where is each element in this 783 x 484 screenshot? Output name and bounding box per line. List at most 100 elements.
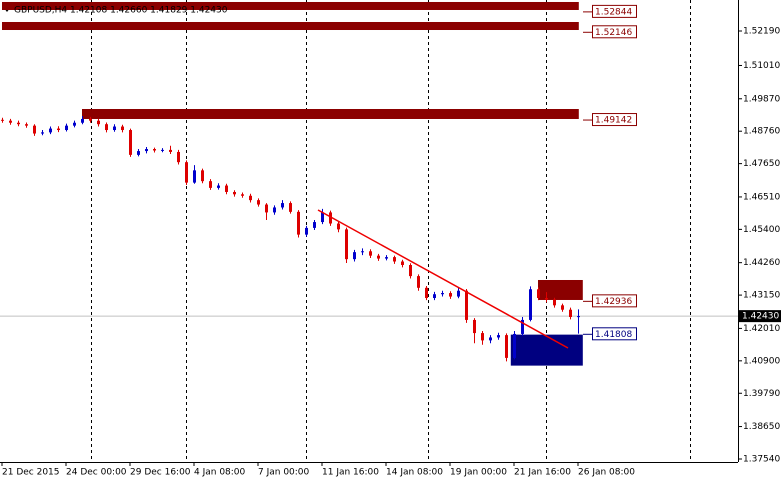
price-label-box <box>739 310 781 323</box>
candle-body <box>361 251 364 253</box>
level-label: 1.52844 <box>595 7 632 17</box>
candle-body <box>81 118 84 123</box>
candle-body <box>9 120 12 123</box>
candle-body <box>305 227 308 235</box>
candle-body <box>369 251 372 256</box>
level-label: 1.42936 <box>595 297 632 307</box>
candle-body <box>241 194 244 196</box>
level-label: 1.52146 <box>595 28 632 38</box>
level-label: 1.41808 <box>595 330 632 340</box>
y-tick-label: 1.43150 <box>743 291 780 301</box>
candle-body <box>337 223 340 230</box>
candle-body <box>249 195 252 201</box>
candle-body <box>145 149 148 152</box>
candle-body <box>49 128 52 133</box>
zone <box>2 21 579 31</box>
zone <box>538 279 583 300</box>
candle-body <box>441 293 444 295</box>
price-label: 1.42430 <box>742 312 779 322</box>
candle-body <box>281 203 284 208</box>
candle-body <box>233 191 236 195</box>
candle-body <box>153 149 156 151</box>
trendline <box>317 209 569 349</box>
candle-body <box>345 229 348 260</box>
x-tick-label: 26 Jan 08:00 <box>578 468 635 478</box>
candle-body <box>545 298 548 300</box>
x-tick-label: 4 Jan 08:00 <box>194 468 246 478</box>
candle-body <box>513 333 516 358</box>
candle-body <box>377 255 380 259</box>
candle-body <box>201 170 204 182</box>
y-tick-label: 1.49870 <box>743 94 780 104</box>
y-tick-label: 1.51010 <box>743 61 780 71</box>
candle-body <box>217 185 220 188</box>
y-tick-label: 1.44260 <box>743 258 780 268</box>
candle-body <box>425 287 428 299</box>
candle-body <box>449 293 452 297</box>
candle-body <box>17 122 20 125</box>
candle-body <box>193 170 196 183</box>
candle-body <box>177 151 180 163</box>
candle-body <box>417 276 420 288</box>
level-label-box <box>592 4 637 18</box>
candle-body <box>433 294 436 299</box>
level-label-box <box>592 25 637 39</box>
candle-body <box>1 119 4 121</box>
y-tick-label: 1.38650 <box>743 422 780 432</box>
candle-body <box>353 252 356 260</box>
candle-body <box>497 335 500 338</box>
level-label-box <box>592 294 637 308</box>
candle-body <box>73 122 76 126</box>
zone <box>82 108 579 119</box>
candle-body <box>89 118 92 121</box>
candle-body <box>185 162 188 183</box>
candle-body <box>481 333 484 341</box>
candle-body <box>265 204 268 213</box>
candle-body <box>225 185 228 192</box>
period-separators <box>91 0 691 462</box>
candle-body <box>41 132 44 134</box>
zone <box>2 1 579 10</box>
level-label-box <box>592 327 637 341</box>
y-tick-label: 1.46510 <box>743 192 780 202</box>
zone <box>510 334 583 366</box>
candle-body <box>457 290 460 297</box>
y-tick-label: 1.52190 <box>743 26 780 36</box>
candle-body <box>473 319 476 334</box>
level-label-box <box>592 113 637 127</box>
y-tick-label: 1.37540 <box>743 454 780 464</box>
x-tick-label: 14 Jan 08:00 <box>386 468 443 478</box>
candle-body <box>489 337 492 341</box>
x-tick-label: 11 Jan 16:00 <box>322 468 379 478</box>
candle-body <box>393 257 396 262</box>
chart-title: GBPUSD,H4 1.42108 1.42660 1.41829 1.4243… <box>14 6 228 16</box>
candle-body <box>329 212 332 224</box>
candle-body <box>577 316 580 318</box>
y-tick-label: 1.47650 <box>743 159 780 169</box>
candle-body <box>529 289 532 320</box>
candle-body <box>121 126 124 131</box>
candle-body <box>257 200 260 205</box>
candle-body <box>569 309 572 318</box>
level-label: 1.49142 <box>595 116 632 126</box>
y-tick-label: 1.40900 <box>743 356 780 366</box>
candle-body <box>385 257 388 259</box>
candle-body <box>65 125 68 131</box>
candle-body <box>521 319 524 334</box>
candle-body <box>289 203 292 212</box>
candle-body <box>553 299 556 306</box>
candle-body <box>537 289 540 299</box>
candle-body <box>273 207 276 213</box>
candle-body <box>313 222 316 228</box>
candle-body <box>57 128 60 131</box>
candle-body <box>409 265 412 277</box>
x-tick-label: 24 Dec 00:00 <box>66 468 127 478</box>
candle-body <box>401 261 404 266</box>
candle-body <box>129 130 132 155</box>
candle-body <box>137 151 140 155</box>
candle-body <box>209 181 212 188</box>
x-tick-label: 21 Dec 2015 <box>2 468 60 478</box>
